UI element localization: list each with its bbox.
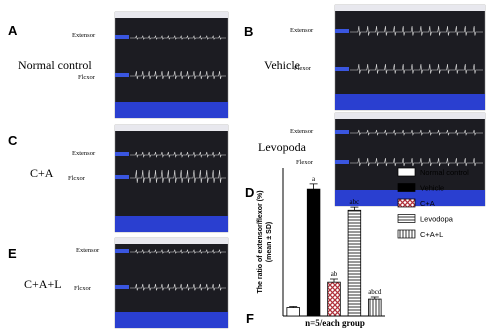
channel-label: Flcxor: [74, 285, 92, 292]
screen-footer: [115, 102, 228, 118]
legend-label: Normal control: [420, 168, 469, 177]
channel-tag: [115, 73, 129, 77]
significance-label: abc: [350, 198, 360, 206]
y-axis-label: The ratio of extensor/flexor (%) (mean ± …: [257, 190, 273, 293]
significance-label: a: [312, 175, 316, 183]
legend-swatch: [397, 229, 416, 239]
panel-letter: A: [8, 23, 18, 38]
legend-label: C+A: [420, 199, 435, 208]
screen: [114, 124, 229, 233]
channel-tag: [335, 29, 349, 33]
panel-letter: D: [245, 185, 254, 200]
error-bar: [370, 296, 379, 300]
channel-tag: [335, 67, 349, 71]
error-bar: [350, 206, 359, 211]
legend-swatch: [397, 198, 416, 208]
bar: [347, 209, 362, 317]
legend-swatch: [397, 167, 416, 177]
trace: [350, 129, 483, 136]
screen-header: [115, 125, 228, 131]
trace: [130, 70, 226, 80]
bar: [306, 188, 321, 317]
channel-label: Flcxor: [68, 175, 86, 182]
channel-label: Extensor: [76, 247, 100, 254]
legend-swatch: [397, 183, 416, 192]
screen-header: [115, 238, 228, 244]
significance-label: abcd: [368, 288, 382, 296]
error-bar: [330, 278, 338, 283]
error-bar: [309, 183, 318, 190]
panel-letter: B: [244, 24, 253, 39]
channel-label: Extensor: [72, 32, 96, 39]
screen-footer: [335, 190, 485, 206]
legend-label: Levodopa: [420, 215, 454, 224]
screen-header: [335, 5, 485, 11]
channel-tag: [335, 160, 349, 164]
channel-label: Extensor: [290, 128, 314, 135]
group-label: Normal control: [18, 58, 92, 72]
group-label: C+A+L: [24, 277, 62, 291]
trace: [130, 151, 226, 158]
screen-footer: [115, 312, 228, 328]
trace: [130, 169, 226, 183]
channel-tag: [115, 35, 129, 39]
group-label: Levopoda: [258, 140, 307, 154]
bar-chart: Normal control a Vehicle ab C+A abc Levodopa ab…: [246, 167, 469, 328]
group-label: Vehicle: [264, 58, 300, 72]
trace: [130, 283, 226, 291]
legend-label: C+A+L: [420, 230, 443, 239]
channel-label: Flcxor: [78, 74, 96, 81]
channel-label: Extensor: [72, 150, 96, 157]
group-label: C+A: [30, 166, 54, 180]
significance-label: ab: [331, 270, 338, 278]
bar: [286, 307, 300, 317]
screen-footer: [335, 94, 485, 110]
screen-header: [115, 12, 228, 18]
panel-letter: C: [8, 133, 18, 148]
panel-letter: E: [8, 246, 17, 261]
trace: [350, 25, 483, 36]
channel-tag: [115, 249, 129, 253]
bar: [368, 298, 382, 317]
trace: [130, 35, 226, 40]
screen: [114, 11, 229, 119]
legend-label: Vehicle: [420, 184, 444, 193]
channel-tag: [115, 285, 129, 289]
panel-texts: A Normal control Extensor Flcxor B Vehicle Ext…: [8, 23, 314, 292]
legend-swatch: [397, 214, 416, 223]
channel-tag: [115, 175, 129, 179]
trace: [350, 157, 483, 167]
screen-header: [335, 113, 485, 119]
x-axis-label: n=5/each group: [305, 318, 365, 328]
screen: [334, 4, 486, 111]
bar: [327, 281, 341, 317]
screen-footer: [115, 216, 228, 232]
panel-letter: F: [246, 311, 254, 326]
channel-label: Flexor: [294, 65, 312, 72]
trace: [130, 249, 226, 254]
channel-tag: [115, 152, 129, 156]
trace: [350, 63, 483, 74]
emg-screens: [114, 4, 486, 329]
channel-tag: [335, 130, 349, 134]
channel-label: Extensor: [290, 27, 314, 34]
error-bar: [289, 306, 298, 308]
channel-label: Flexor: [296, 159, 314, 166]
